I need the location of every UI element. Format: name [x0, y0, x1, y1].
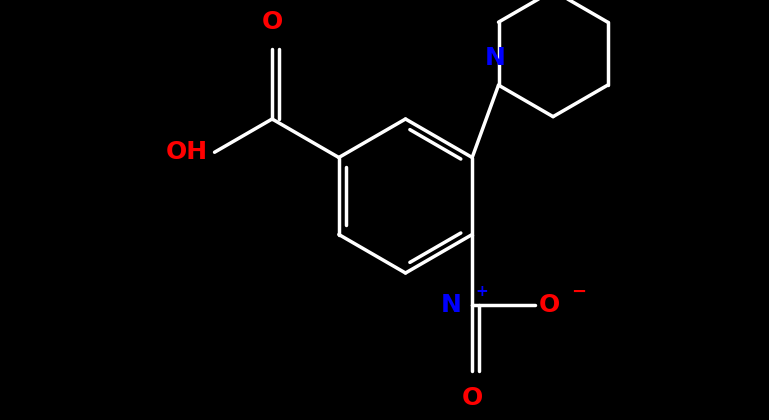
Text: +: +	[476, 284, 488, 299]
Text: N: N	[441, 292, 461, 317]
Text: OH: OH	[165, 140, 208, 164]
Text: N: N	[484, 46, 505, 70]
Text: O: O	[538, 292, 560, 317]
Text: −: −	[571, 283, 587, 301]
Text: O: O	[461, 386, 483, 410]
Text: O: O	[261, 10, 283, 34]
